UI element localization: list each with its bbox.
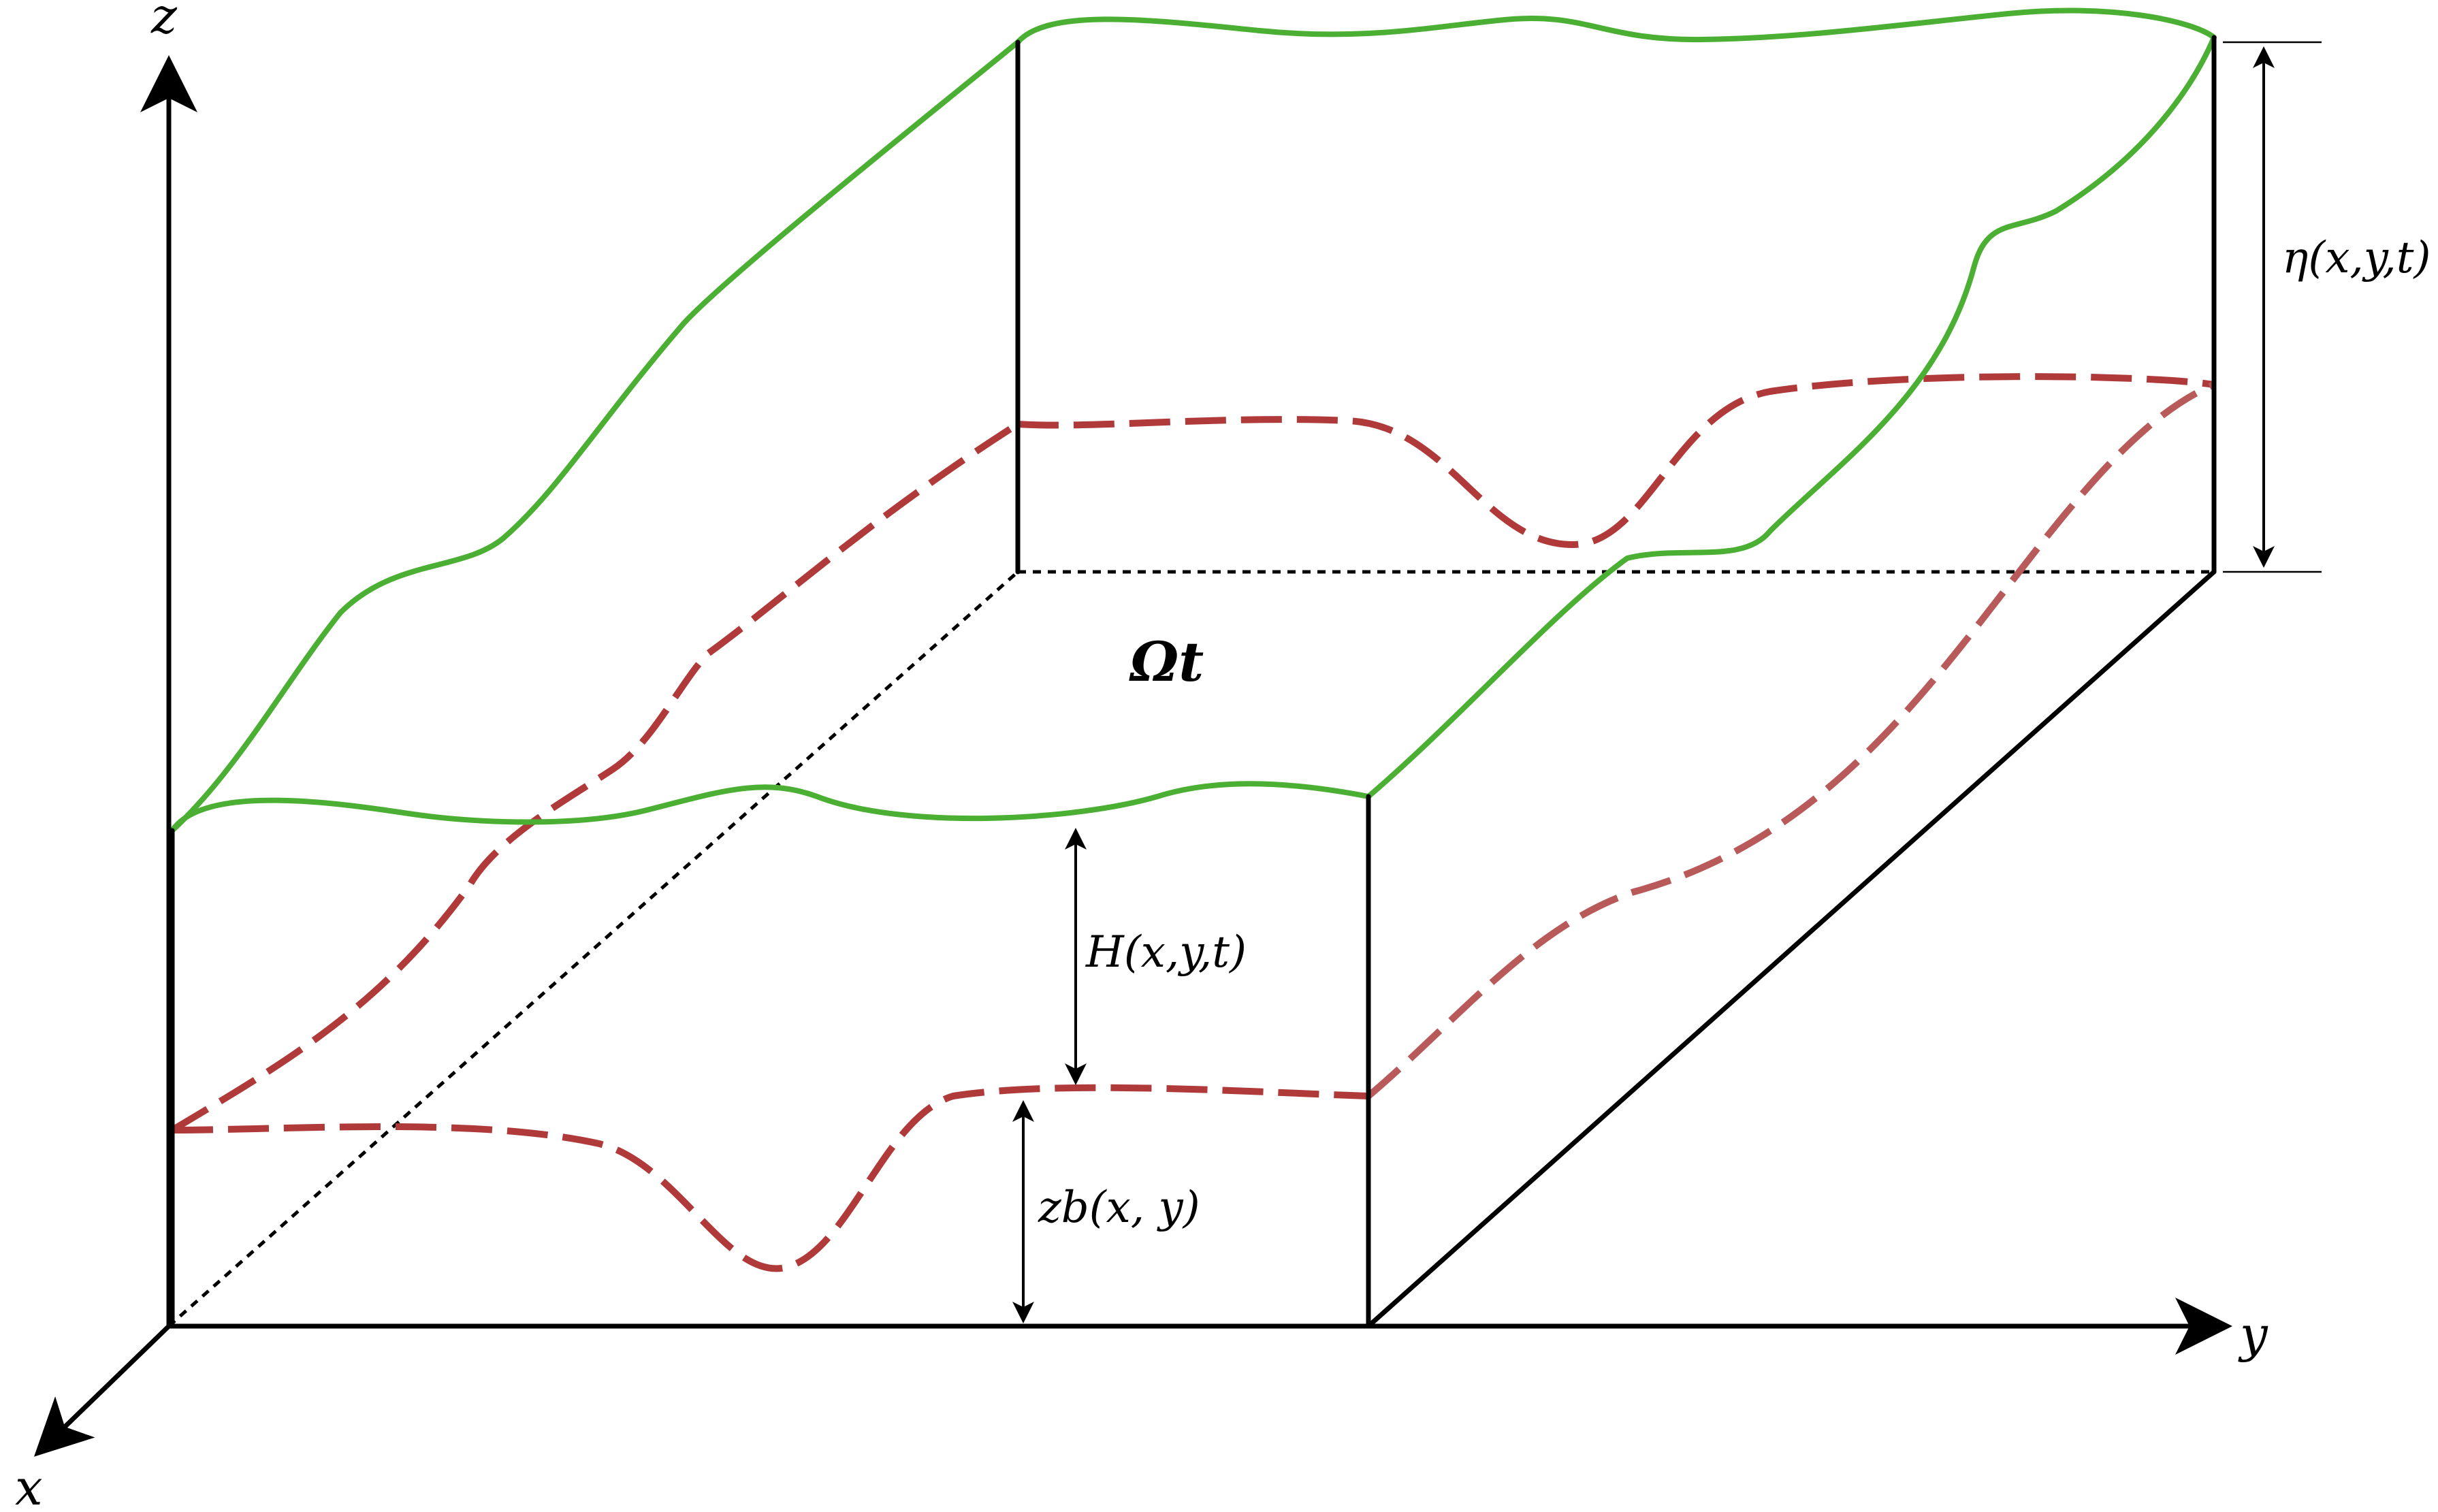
free-surface-elevation-label: η(x,y,t) bbox=[2282, 233, 2431, 283]
bed-surface-right-edge bbox=[1366, 381, 2215, 1099]
z-axis-label: z bbox=[150, 0, 178, 44]
floor-right-diagonal bbox=[1366, 569, 2217, 1329]
y-axis-label: y bbox=[2238, 1306, 2268, 1363]
bed-surface-left-edge bbox=[170, 421, 1020, 1133]
x-axis-label: x bbox=[15, 1459, 43, 1512]
free-surface-right-edge bbox=[1366, 35, 2217, 799]
bed-elevation-label: zb(x, y) bbox=[1038, 1183, 1200, 1233]
free-surface-left-edge bbox=[170, 39, 1021, 833]
hidden-edge-back-diagonal bbox=[167, 570, 1019, 1328]
bed-surface-front-edge bbox=[172, 1084, 1369, 1272]
depth-label: H(x,y,t) bbox=[1085, 927, 1247, 978]
free-surface-back-edge bbox=[1015, 7, 2217, 45]
x-axis bbox=[33, 1323, 172, 1457]
bed-surface-back-edge bbox=[1017, 373, 2215, 548]
free-surface-front-edge bbox=[170, 781, 1371, 833]
domain-label: Ωt bbox=[1129, 630, 1204, 694]
